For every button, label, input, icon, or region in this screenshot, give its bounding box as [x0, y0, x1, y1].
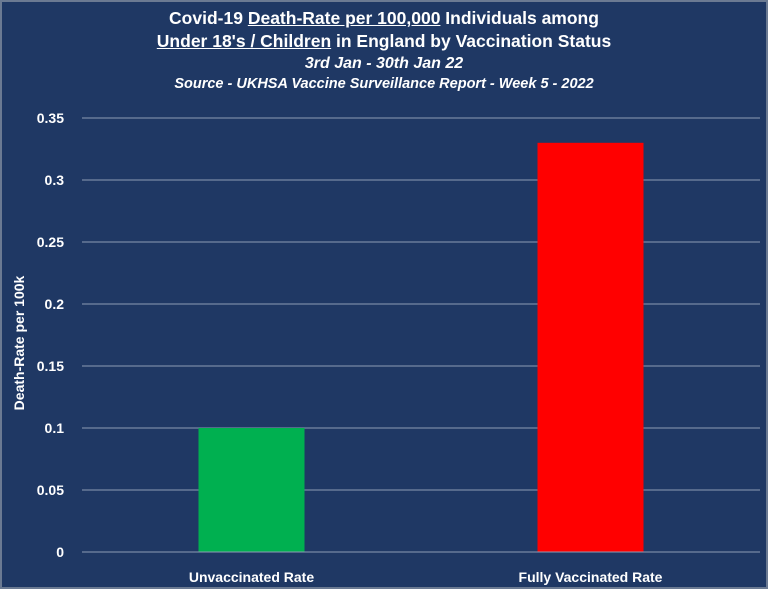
gridlines: [82, 117, 760, 491]
y-axis-ticks: 0 0.05 0.1 0.15 0.2 0.25 0.3 0.35: [37, 110, 64, 560]
title-part: Individuals among: [440, 8, 599, 28]
title-part: in England by Vaccination Status: [331, 31, 612, 51]
bars: [198, 142, 644, 553]
y-tick-label: 0.35: [37, 110, 64, 126]
chart-subtitle: 3rd Jan - 30th Jan 22: [304, 55, 464, 72]
title-part-underlined: Under 18's / Children: [156, 31, 332, 51]
y-tick-label: 0.3: [45, 172, 65, 188]
title-part: Covid-19: [169, 8, 248, 28]
x-tick-label: Unvaccinated Rate: [189, 569, 314, 585]
y-axis-label: Death-Rate per 100k: [11, 275, 27, 410]
y-tick-label: 0: [56, 544, 64, 560]
x-tick-label: Fully Vaccinated Rate: [519, 569, 663, 585]
x-axis-labels: Unvaccinated Rate Fully Vaccinated Rate: [189, 569, 663, 585]
chart-title-line-1: Covid-19 Death-Rate per 100,000 Individu…: [2, 7, 766, 30]
y-tick-label: 0.1: [45, 420, 65, 436]
chart-title-line-2: Under 18's / Children in England by Vacc…: [2, 30, 766, 53]
y-tick-label: 0.25: [37, 234, 64, 250]
chart-source: Source - UKHSA Vaccine Surveillance Repo…: [174, 76, 594, 92]
bar-unvaccinated-rate: [198, 428, 305, 552]
y-tick-label: 0.2: [45, 296, 65, 312]
chart-title-block: Covid-19 Death-Rate per 100,000 Individu…: [2, 7, 766, 95]
bar-fully-vaccinated-rate: [537, 142, 644, 553]
y-tick-label: 0.15: [37, 358, 64, 374]
y-tick-label: 0.05: [37, 482, 64, 498]
title-part-underlined: Death-Rate per 100,000: [247, 8, 441, 28]
